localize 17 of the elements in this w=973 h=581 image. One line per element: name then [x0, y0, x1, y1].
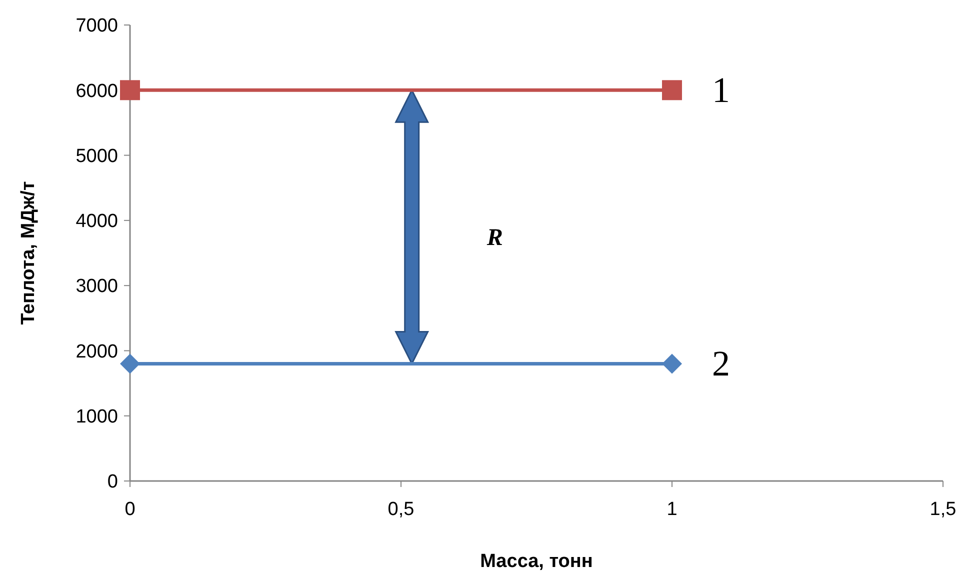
y-tick-label: 6000: [76, 80, 118, 102]
x-tick-label: 0,5: [388, 499, 414, 520]
y-tick-label: 2000: [76, 341, 118, 362]
series-label: 2: [712, 344, 730, 384]
series-label: 1: [712, 70, 730, 110]
x-axis-title: Масса, тонн: [480, 551, 593, 572]
y-tick-label: 4000: [76, 211, 118, 232]
y-tick-label: 5000: [76, 146, 118, 167]
x-tick-label: 1: [666, 499, 678, 520]
annotation: R: [486, 224, 503, 251]
x-tick-label: 1,5: [930, 499, 956, 520]
y-tick-label: 1000: [76, 406, 118, 428]
y-tick-label: 3000: [76, 276, 118, 298]
x-tick-label: 0: [124, 499, 136, 520]
y-tick-label: 7000: [76, 16, 118, 37]
y-axis-title: Теплота, МДж/т: [18, 181, 39, 325]
y-tick-label: 0: [107, 472, 118, 493]
